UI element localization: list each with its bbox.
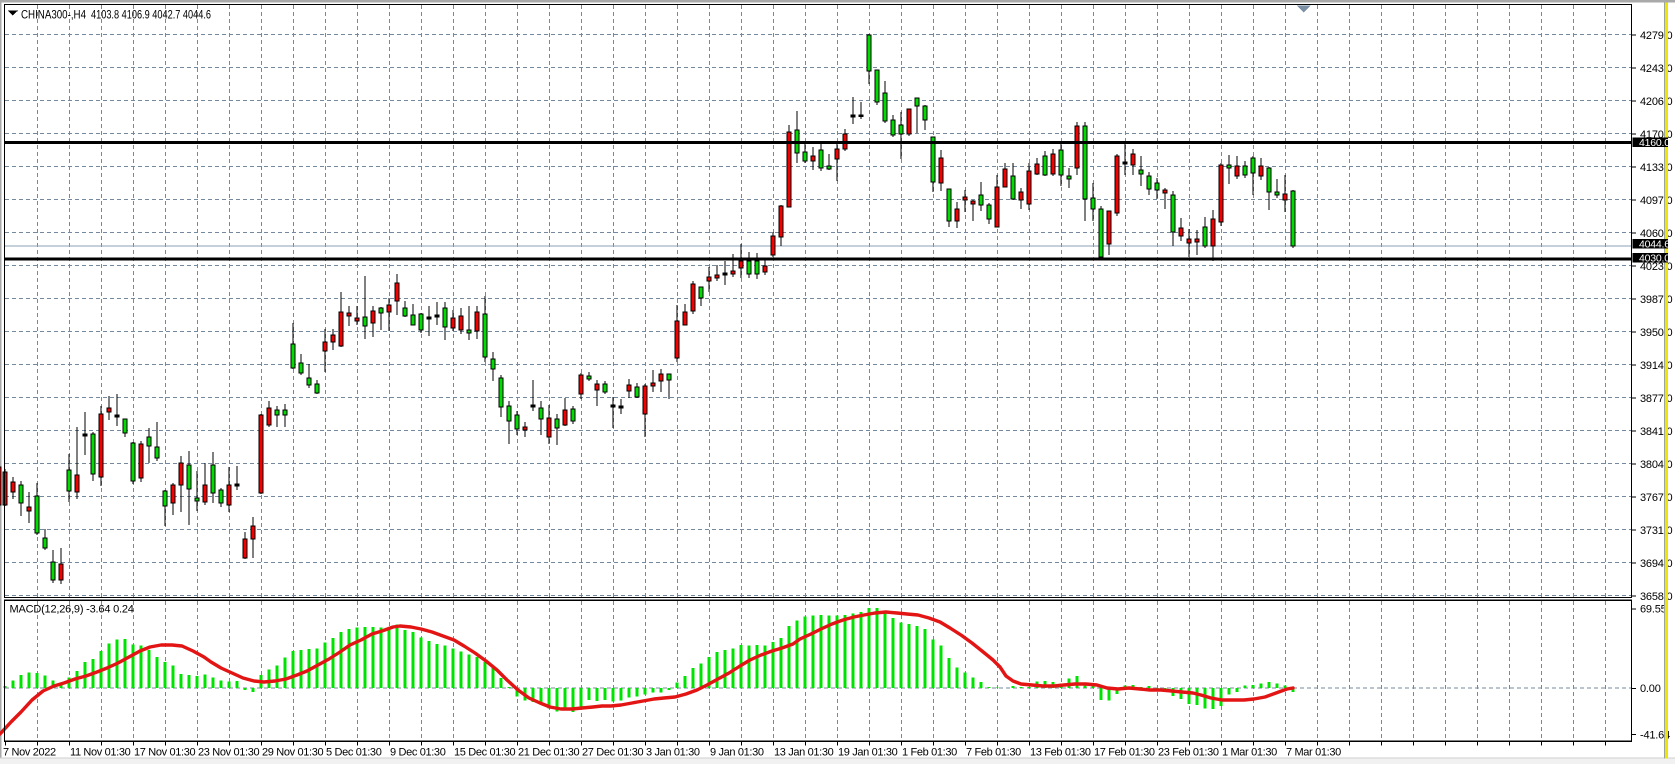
svg-text:69.55: 69.55 [1640,604,1667,616]
svg-text:4103.8 4106.9 4042.7 4044.6: 4103.8 4106.9 4042.7 4044.6 [91,7,211,21]
svg-text:13 Jan 01:30: 13 Jan 01:30 [774,747,834,759]
svg-text:CHINA300-,H4: CHINA300-,H4 [21,7,86,21]
svg-text:17 Nov 01:30: 17 Nov 01:30 [134,747,195,759]
svg-text:21 Dec 01:30: 21 Dec 01:30 [518,747,579,759]
svg-text:MACD(12,26,9) -3.64 0.24: MACD(12,26,9) -3.64 0.24 [10,604,134,616]
svg-text:11 Nov 01:30: 11 Nov 01:30 [70,747,131,759]
svg-text:19 Jan 01:30: 19 Jan 01:30 [838,747,898,759]
svg-text:17 Feb 01:30: 17 Feb 01:30 [1094,747,1155,759]
svg-text:7 Mar 01:30: 7 Mar 01:30 [1286,747,1341,759]
svg-text:7 Feb 01:30: 7 Feb 01:30 [966,747,1021,759]
svg-text:29 Nov 01:30: 29 Nov 01:30 [262,747,323,759]
svg-text:3 Jan 01:30: 3 Jan 01:30 [646,747,700,759]
svg-text:23 Feb 01:30: 23 Feb 01:30 [1158,747,1219,759]
svg-text:23 Nov 01:30: 23 Nov 01:30 [198,747,259,759]
svg-text:4044.6: 4044.6 [1639,239,1670,251]
svg-text:4160.0: 4160.0 [1639,137,1670,149]
svg-text:15 Dec 01:30: 15 Dec 01:30 [454,747,515,759]
svg-text:9 Jan 01:30: 9 Jan 01:30 [710,747,764,759]
svg-text:1 Feb 01:30: 1 Feb 01:30 [902,747,957,759]
svg-text:13 Feb 01:30: 13 Feb 01:30 [1030,747,1091,759]
svg-text:-41.64: -41.64 [1640,729,1670,741]
svg-text:7 Nov 2022: 7 Nov 2022 [3,747,56,759]
svg-text:9 Dec 01:30: 9 Dec 01:30 [390,747,446,759]
svg-text:27 Dec 01:30: 27 Dec 01:30 [582,747,643,759]
svg-text:5 Dec 01:30: 5 Dec 01:30 [326,747,382,759]
svg-text:1 Mar 01:30: 1 Mar 01:30 [1222,747,1277,759]
svg-text:4030.0: 4030.0 [1639,253,1670,265]
svg-text:0.00: 0.00 [1640,683,1661,695]
